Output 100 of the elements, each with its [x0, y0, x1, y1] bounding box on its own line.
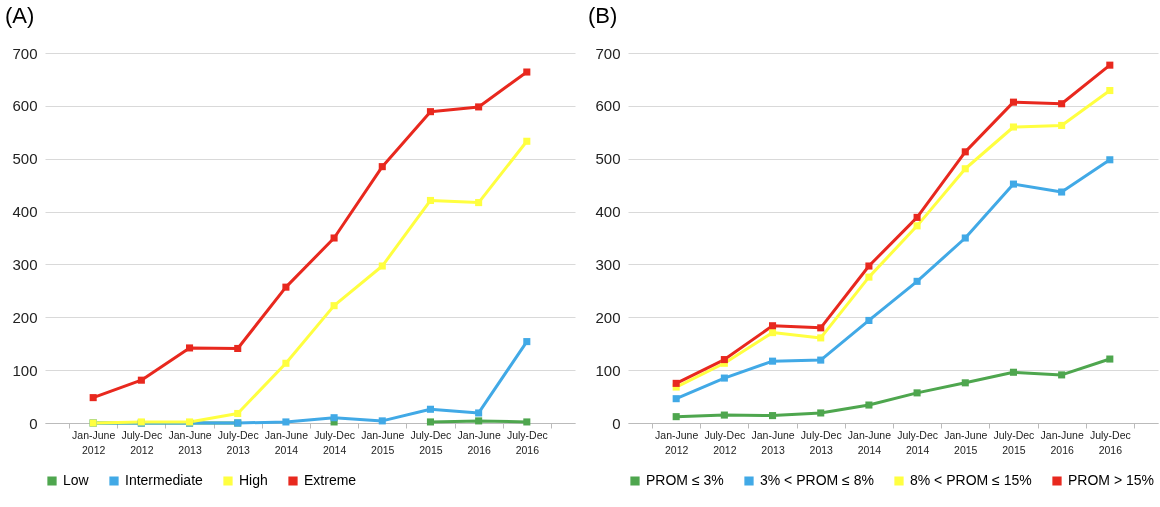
point	[330, 302, 338, 310]
x-tick-label: Jan-June 2015	[944, 428, 988, 456]
point	[672, 395, 680, 403]
legend-label: PROM > 15%	[1068, 472, 1154, 488]
point	[282, 283, 290, 291]
point	[282, 418, 290, 426]
point	[523, 338, 531, 346]
x-tick-label: Jan-June 2014	[847, 428, 892, 456]
point	[89, 394, 97, 402]
x-tick-label: July-Dec 2012	[704, 428, 746, 456]
legend-label: PROM ≤ 3%	[646, 472, 724, 488]
y-tick-label: 700	[12, 44, 38, 62]
y-tick-label: 500	[595, 150, 621, 168]
point	[1009, 98, 1017, 106]
point	[523, 418, 531, 426]
x-tick-label: July-Dec 2014	[897, 428, 939, 456]
point	[378, 417, 386, 425]
x-tick-label: Jan-June 2014	[264, 428, 309, 456]
x-tick-label: July-Dec 2014	[314, 428, 356, 456]
point	[426, 108, 434, 116]
y-tick-label: 300	[12, 255, 38, 273]
legend-label: 8% < PROM ≤ 15%	[910, 472, 1032, 488]
point	[1009, 123, 1017, 131]
point	[282, 359, 290, 367]
point	[865, 262, 873, 270]
point	[330, 234, 338, 242]
point	[961, 165, 969, 173]
point	[913, 277, 921, 285]
x-tick-label: Jan-June 2015	[361, 428, 405, 456]
legend-label: Intermediate	[125, 472, 204, 488]
point	[913, 389, 921, 397]
point	[426, 418, 434, 426]
point	[475, 103, 483, 111]
y-tick-label: 100	[595, 361, 621, 379]
y-tick-label: 700	[595, 44, 621, 62]
point	[378, 262, 386, 270]
x-tick-label: Jan-June 2012	[655, 428, 699, 456]
point	[378, 163, 386, 171]
x-tick-label: July-Dec 2013	[800, 428, 842, 456]
legend-label: 3% < PROM ≤ 8%	[760, 472, 874, 488]
y-tick-label: 400	[12, 203, 38, 221]
point	[961, 234, 969, 242]
x-tick-label: July-Dec 2013	[217, 428, 259, 456]
x-tick-label: July-Dec 2016	[506, 428, 548, 456]
legend-label: Extreme	[304, 472, 357, 488]
legend-label: Low	[63, 472, 90, 488]
point	[817, 334, 825, 342]
point	[523, 68, 531, 76]
chart-title: (B)	[588, 3, 618, 28]
chart-title: (A)	[5, 3, 35, 28]
point	[426, 196, 434, 205]
legend-label: High	[239, 472, 268, 488]
point	[720, 411, 728, 419]
point	[186, 344, 194, 352]
point	[961, 379, 969, 387]
point	[720, 374, 728, 382]
point	[817, 409, 825, 417]
point	[913, 222, 921, 230]
point	[1106, 355, 1114, 363]
point	[769, 329, 777, 337]
point	[1058, 188, 1066, 196]
x-tick-label: Jan-June 2016	[1040, 428, 1084, 456]
point	[1106, 61, 1114, 69]
point	[672, 413, 680, 421]
point	[865, 401, 873, 409]
x-tick-label: Jan-June 2013	[751, 428, 795, 456]
point	[865, 316, 873, 324]
point	[1058, 100, 1066, 108]
point	[865, 273, 873, 281]
x-tick-label: July-Dec 2015	[993, 428, 1035, 456]
point	[769, 322, 777, 330]
x-tick-label: July-Dec 2015	[410, 428, 452, 456]
x-tick-label: July-Dec 2016	[1089, 428, 1131, 456]
point	[523, 137, 531, 145]
point	[1009, 368, 1017, 376]
point	[330, 414, 338, 422]
point	[475, 409, 483, 417]
y-tick-label: 0	[612, 414, 621, 432]
y-tick-label: 500	[12, 150, 38, 168]
point	[475, 199, 483, 207]
x-tick-label: Jan-June 2013	[168, 428, 212, 456]
point	[769, 357, 777, 365]
point	[913, 213, 921, 221]
point	[817, 324, 825, 332]
y-tick-label: 200	[12, 308, 38, 326]
point	[769, 412, 777, 420]
y-tick-label: 100	[12, 361, 38, 379]
x-tick-label: July-Dec 2012	[121, 428, 163, 456]
point	[961, 148, 969, 156]
point	[1058, 121, 1066, 129]
y-tick-label: 600	[595, 97, 621, 115]
point	[672, 379, 680, 387]
point	[1009, 180, 1017, 188]
y-tick-label: 600	[12, 97, 38, 115]
point	[1058, 371, 1066, 379]
point	[475, 417, 483, 425]
point	[1106, 156, 1114, 164]
point	[1106, 86, 1114, 95]
y-tick-label: 300	[595, 255, 621, 273]
x-tick-label: Jan-June 2016	[457, 428, 501, 456]
